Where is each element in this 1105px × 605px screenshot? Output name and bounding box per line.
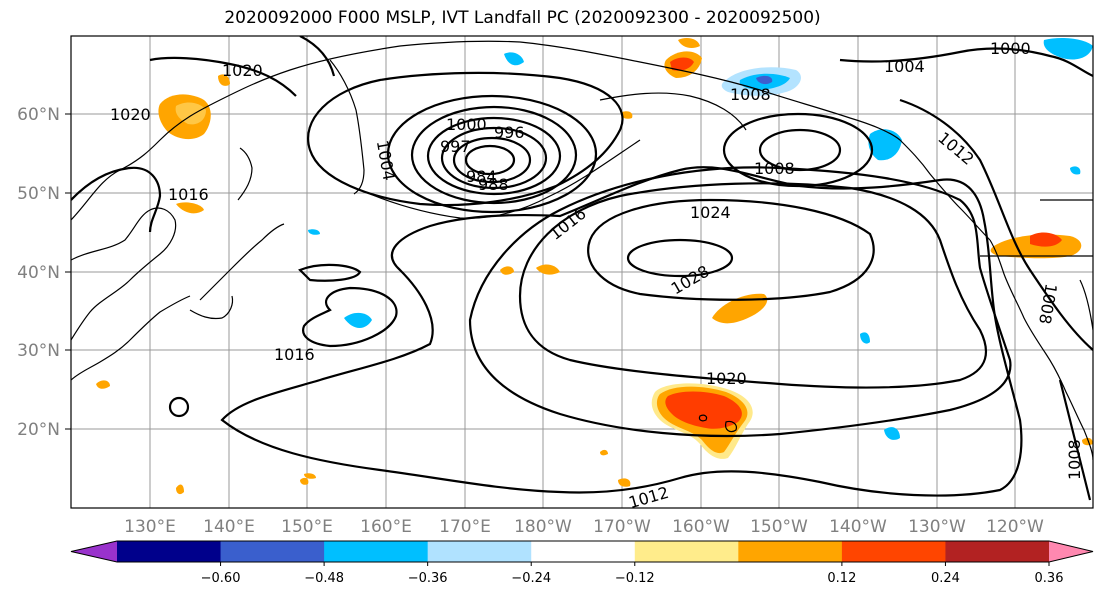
colorbar-labels: −0.60−0.48−0.36−0.24−0.120.120.240.360.4…: [201, 562, 1064, 586]
contour-label: 1000: [990, 39, 1031, 58]
lon-tick-label: 140°W: [829, 517, 887, 537]
colorbar-segment: [634, 541, 739, 562]
lon-tick-label: 130°E: [124, 517, 176, 537]
contour-label: 997: [440, 137, 471, 156]
map-title: 2020092000 F000 MSLP, IVT Landfall PC (2…: [224, 8, 821, 28]
colorbar-segment: [427, 541, 532, 562]
colorbar-outline: [70, 540, 1094, 563]
lat-tick-label: 40°N: [17, 263, 60, 283]
contour-label: 1020: [222, 61, 263, 80]
longitude-axis: 130°E 140°E 150°E 160°E 170°E 180°W 170°…: [124, 517, 1044, 537]
colorbar-tick-label: −0.60: [201, 571, 241, 586]
colorbar-segment: [841, 541, 946, 562]
mslp-contours: [71, 36, 1093, 501]
colorbar-tick-label: −0.48: [304, 571, 344, 586]
contour-label: 1016: [274, 345, 315, 364]
contour-label: 1020: [110, 105, 151, 124]
colorbar-segment: [220, 541, 325, 562]
colorbar-extension-high: [1049, 541, 1093, 562]
colorbar-segment: [945, 541, 1050, 562]
lon-tick-label: 140°E: [203, 517, 255, 537]
lat-tick-label: 50°N: [17, 184, 60, 204]
colorbar: [70, 540, 1094, 563]
lon-tick-label: 170°E: [439, 517, 491, 537]
colorbar-tick-label: 0.24: [931, 571, 960, 586]
lon-tick-label: 170°W: [593, 517, 651, 537]
lon-tick-label: 160°E: [360, 517, 412, 537]
contour-label: 1008: [754, 159, 795, 178]
contour-label: 1020: [706, 369, 747, 388]
contour-label: 1004: [884, 57, 925, 76]
contour-label: 1008: [730, 85, 771, 104]
colorbar-tick-label: 0.12: [827, 571, 856, 586]
lon-tick-label: 160°W: [672, 517, 730, 537]
contour-labels: 1020 1020 1016 1000 996 997 1004 984 988…: [110, 39, 1084, 508]
colorbar-segment: [531, 541, 636, 562]
contour-label: 996: [494, 123, 525, 142]
lat-tick-label: 30°N: [17, 341, 60, 361]
contour-label: 1000: [446, 115, 487, 134]
lon-tick-label: 120°W: [986, 517, 1044, 537]
colorbar-tick-label: −0.12: [615, 571, 655, 586]
colorbar-segment: [117, 541, 222, 562]
lon-tick-label: 150°E: [281, 517, 333, 537]
colorbar-extension-low: [71, 541, 117, 562]
contour-label: 1016: [168, 185, 209, 204]
contour-label: 988: [478, 175, 509, 194]
map-content: 1020 1020 1016 1000 996 997 1004 984 988…: [71, 36, 1093, 508]
lon-tick-label: 180°W: [514, 517, 572, 537]
contour-label: 984: [466, 167, 497, 186]
lon-tick-label: 150°W: [750, 517, 808, 537]
contour-label: 1008: [1065, 439, 1084, 480]
colorbar-segment: [738, 541, 843, 562]
colorbar-segment: [324, 541, 429, 562]
lat-tick-label: 60°N: [17, 105, 60, 125]
lon-tick-label: 130°W: [908, 517, 966, 537]
colorbar-tick-label: −0.36: [408, 571, 448, 586]
lat-tick-label: 20°N: [17, 420, 60, 440]
colorbar-tick-label: 0.36: [1035, 571, 1064, 586]
colorbar-tick-label: −0.24: [511, 571, 551, 586]
ivt-negative-shading: [308, 38, 1093, 440]
contour-label: 1024: [690, 203, 731, 222]
latitude-axis: 60°N 50°N 40°N 30°N 20°N: [17, 105, 71, 440]
